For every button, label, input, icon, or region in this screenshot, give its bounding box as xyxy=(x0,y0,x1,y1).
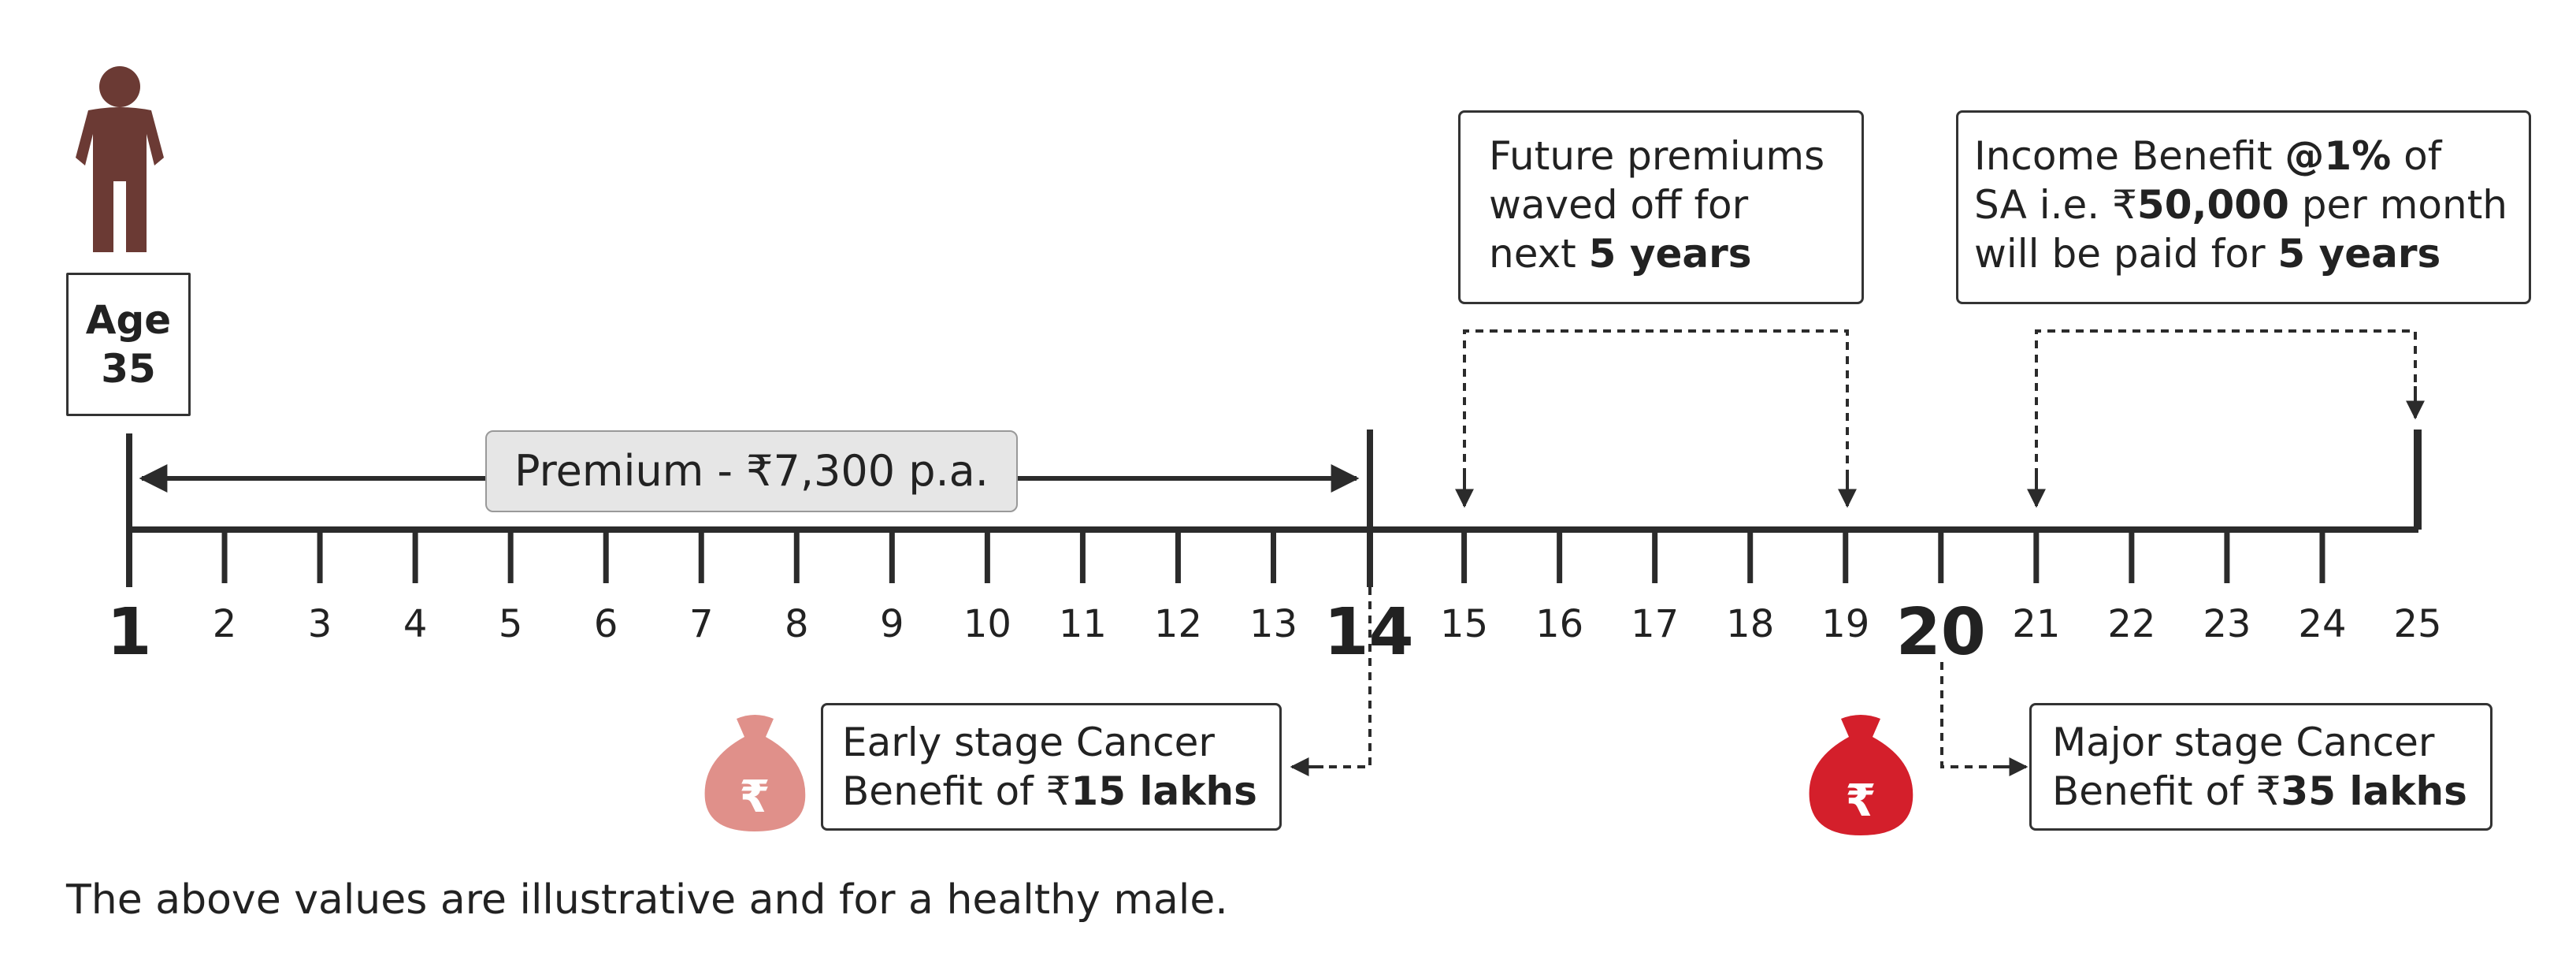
major-line2-bold: 35 lakhs xyxy=(2281,768,2467,814)
tick-label-2: 2 xyxy=(213,602,237,646)
age-box: Age 35 xyxy=(66,273,191,416)
major-stage-cancer-box: Major stage Cancer Benefit of ₹35 lakhs xyxy=(2029,703,2492,831)
tick-label-22: 22 xyxy=(2107,602,2155,646)
major-bag-symbol: ₹ xyxy=(1846,775,1876,827)
income-line3-bold: 5 years xyxy=(2277,231,2441,277)
tick-label-1: 1 xyxy=(106,595,151,670)
income-line1: Income Benefit @1% of xyxy=(1974,132,2529,180)
early-line2-bold: 15 lakhs xyxy=(1071,768,1257,814)
tick-label-12: 12 xyxy=(1154,602,1202,646)
tick-label-11: 11 xyxy=(1059,602,1107,646)
income-line1-post: of xyxy=(2391,133,2442,179)
early-line2: Benefit of ₹15 lakhs xyxy=(842,767,1279,816)
tick-label-25: 25 xyxy=(2393,602,2441,646)
future-premium-bracket xyxy=(1463,329,1849,504)
future-line3-pre: next xyxy=(1489,231,1589,277)
money-bag-icon: ₹ xyxy=(704,715,806,831)
income-benefit-box: Income Benefit @1% of SA i.e. ₹50,000 pe… xyxy=(1956,110,2531,304)
income-line1-pre: Income Benefit xyxy=(1974,133,2285,179)
income-line2: SA i.e. ₹50,000 per month xyxy=(1974,180,2529,229)
tick-label-18: 18 xyxy=(1726,602,1774,646)
tick-label-24: 24 xyxy=(2298,602,2346,646)
premium-label: Premium - ₹7,300 p.a. xyxy=(514,446,989,496)
tick-label-20: 20 xyxy=(1896,595,1986,670)
income-line2-bold: 50,000 xyxy=(2136,182,2289,228)
tick-label-10: 10 xyxy=(963,602,1011,646)
income-line3: will be paid for 5 years xyxy=(1974,229,2529,278)
age-value: 35 xyxy=(101,346,156,392)
tick-label-4: 4 xyxy=(403,602,428,646)
tick-label-19: 19 xyxy=(1821,602,1869,646)
tick-label-16: 16 xyxy=(1535,602,1583,646)
tick-label-13: 13 xyxy=(1249,602,1297,646)
major-line2: Benefit of ₹35 lakhs xyxy=(2052,767,2490,816)
future-line3-bold: 5 years xyxy=(1588,231,1752,277)
tick-label-17: 17 xyxy=(1631,602,1679,646)
footnote: The above values are illustrative and fo… xyxy=(66,876,1228,924)
early-bag-symbol: ₹ xyxy=(740,772,770,823)
income-benefit-bracket xyxy=(2035,329,2417,504)
early-line2-pre: Benefit of ₹ xyxy=(842,768,1071,814)
premium-label-box: Premium - ₹7,300 p.a. xyxy=(485,430,1018,512)
money-bag-icon: ₹ xyxy=(1809,715,1913,835)
income-line2-pre: SA i.e. ₹ xyxy=(1974,182,2137,228)
timeline-ticks xyxy=(221,530,2325,583)
income-line2-post: per month xyxy=(2288,182,2507,228)
tick-label-9: 9 xyxy=(880,602,904,646)
future-premiums-box: Future premiums waved off for next 5 yea… xyxy=(1458,110,1864,304)
future-line1: Future premiums xyxy=(1489,133,1825,179)
timeline-tick-labels: 1 2 3 4 5 6 7 8 9 10 11 12 13 14 15 16 17 18 19 20 21 22 23 24 2… xyxy=(106,595,2441,670)
person-icon xyxy=(76,66,164,252)
future-line2: waved off for xyxy=(1489,182,1749,228)
tick-label-5: 5 xyxy=(499,602,523,646)
age-label: Age xyxy=(85,297,172,343)
income-line1-bold: @1% xyxy=(2285,133,2392,179)
major-line2-pre: Benefit of ₹ xyxy=(2052,768,2281,814)
tick-label-6: 6 xyxy=(594,602,618,646)
tick-label-23: 23 xyxy=(2203,602,2251,646)
major-connector xyxy=(1940,662,2017,768)
tick-label-21: 21 xyxy=(2012,602,2060,646)
tick-label-3: 3 xyxy=(308,602,332,646)
early-stage-cancer-box: Early stage Cancer Benefit of ₹15 lakhs xyxy=(821,703,1282,831)
tick-label-7: 7 xyxy=(689,602,714,646)
future-line3: next 5 years xyxy=(1489,229,1861,278)
early-line1: Early stage Cancer xyxy=(842,720,1215,765)
income-line3-pre: will be paid for xyxy=(1974,231,2278,277)
tick-label-8: 8 xyxy=(785,602,809,646)
major-line1: Major stage Cancer xyxy=(2052,720,2435,765)
tick-label-15: 15 xyxy=(1440,602,1488,646)
